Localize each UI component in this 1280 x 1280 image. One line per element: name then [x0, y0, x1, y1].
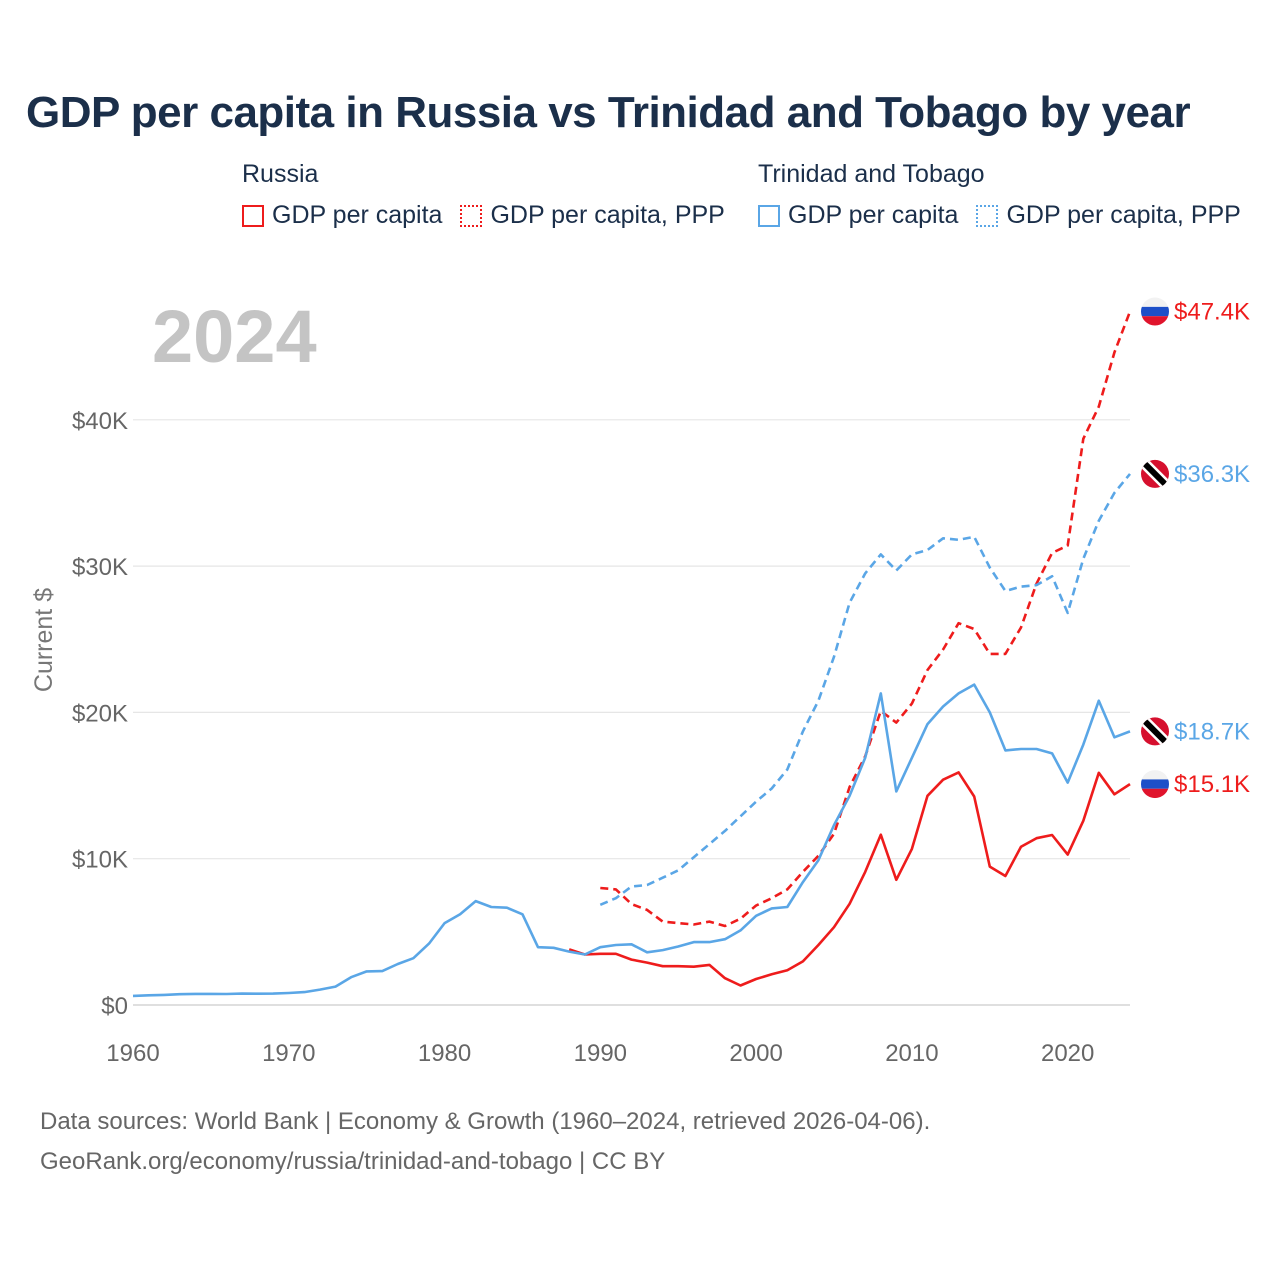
- legend-country-trinidad: Trinidad and Tobago: [758, 160, 985, 188]
- legend-group-russia: Russia GDP per capita GDP per capita, PP…: [242, 160, 725, 230]
- y-axis-label: Current $: [30, 588, 58, 692]
- x-tick-label: 1990: [574, 1040, 627, 1067]
- x-tick-label: 2000: [729, 1040, 782, 1067]
- y-tick-label: $20K: [72, 700, 128, 727]
- y-tick-label: $0: [101, 993, 128, 1020]
- y-tick-label: $10K: [72, 847, 128, 874]
- legend-dotted-blue-swatch-icon: [976, 204, 999, 227]
- x-tick-label: 1980: [418, 1040, 471, 1067]
- year-watermark: 2024: [152, 295, 317, 378]
- legend-solid-blue-swatch-icon: [758, 204, 780, 227]
- series-line-1: [600, 311, 1132, 928]
- legend-label: GDP per capita: [272, 201, 443, 229]
- legend-dotted-red-swatch-icon: [460, 204, 483, 227]
- y-tick-label: $30K: [72, 554, 128, 581]
- chart-title: GDP per capita in Russia vs Trinidad and…: [26, 88, 1191, 137]
- legend-trinidad-gdp-ppp[interactable]: GDP per capita, PPP: [976, 201, 1241, 230]
- end-flag-russia-icon: [1141, 297, 1169, 326]
- x-tick-label: 1960: [106, 1040, 159, 1067]
- series-line-2: [132, 683, 1131, 998]
- legend-russia-gdp[interactable]: GDP per capita: [242, 201, 442, 230]
- series-line-3: [599, 473, 1132, 906]
- legend-solid-red-swatch-icon: [242, 204, 264, 227]
- source-line-1: Data sources: World Bank | Economy & Gro…: [40, 1108, 931, 1135]
- legend-group-trinidad: Trinidad and Tobago GDP per capita GDP p…: [758, 160, 1241, 230]
- series-line-0: [568, 771, 1131, 987]
- end-value-label: $18.7K: [1174, 718, 1250, 745]
- end-flag-trinidad-icon: [1141, 459, 1169, 488]
- end-value-label: $47.4K: [1174, 299, 1250, 326]
- end-value-label: $15.1K: [1174, 771, 1250, 798]
- end-flag-trinidad-icon: [1141, 717, 1169, 746]
- end-flag-russia-icon: [1141, 770, 1169, 799]
- x-tick-label: 1970: [262, 1040, 315, 1067]
- source-line-2: GeoRank.org/economy/russia/trinidad-and-…: [40, 1148, 666, 1175]
- legend-label: GDP per capita: [788, 201, 959, 229]
- legend-label: GDP per capita, PPP: [1006, 201, 1241, 229]
- legend-russia-gdp-ppp[interactable]: GDP per capita, PPP: [460, 201, 725, 230]
- y-tick-label: $40K: [72, 408, 128, 435]
- x-tick-label: 2020: [1041, 1040, 1094, 1067]
- legend-trinidad-gdp[interactable]: GDP per capita: [758, 201, 958, 230]
- x-tick-label: 2010: [885, 1040, 938, 1067]
- legend-country-russia: Russia: [242, 160, 319, 188]
- legend-label: GDP per capita, PPP: [490, 201, 725, 229]
- end-value-label: $36.3K: [1174, 461, 1250, 488]
